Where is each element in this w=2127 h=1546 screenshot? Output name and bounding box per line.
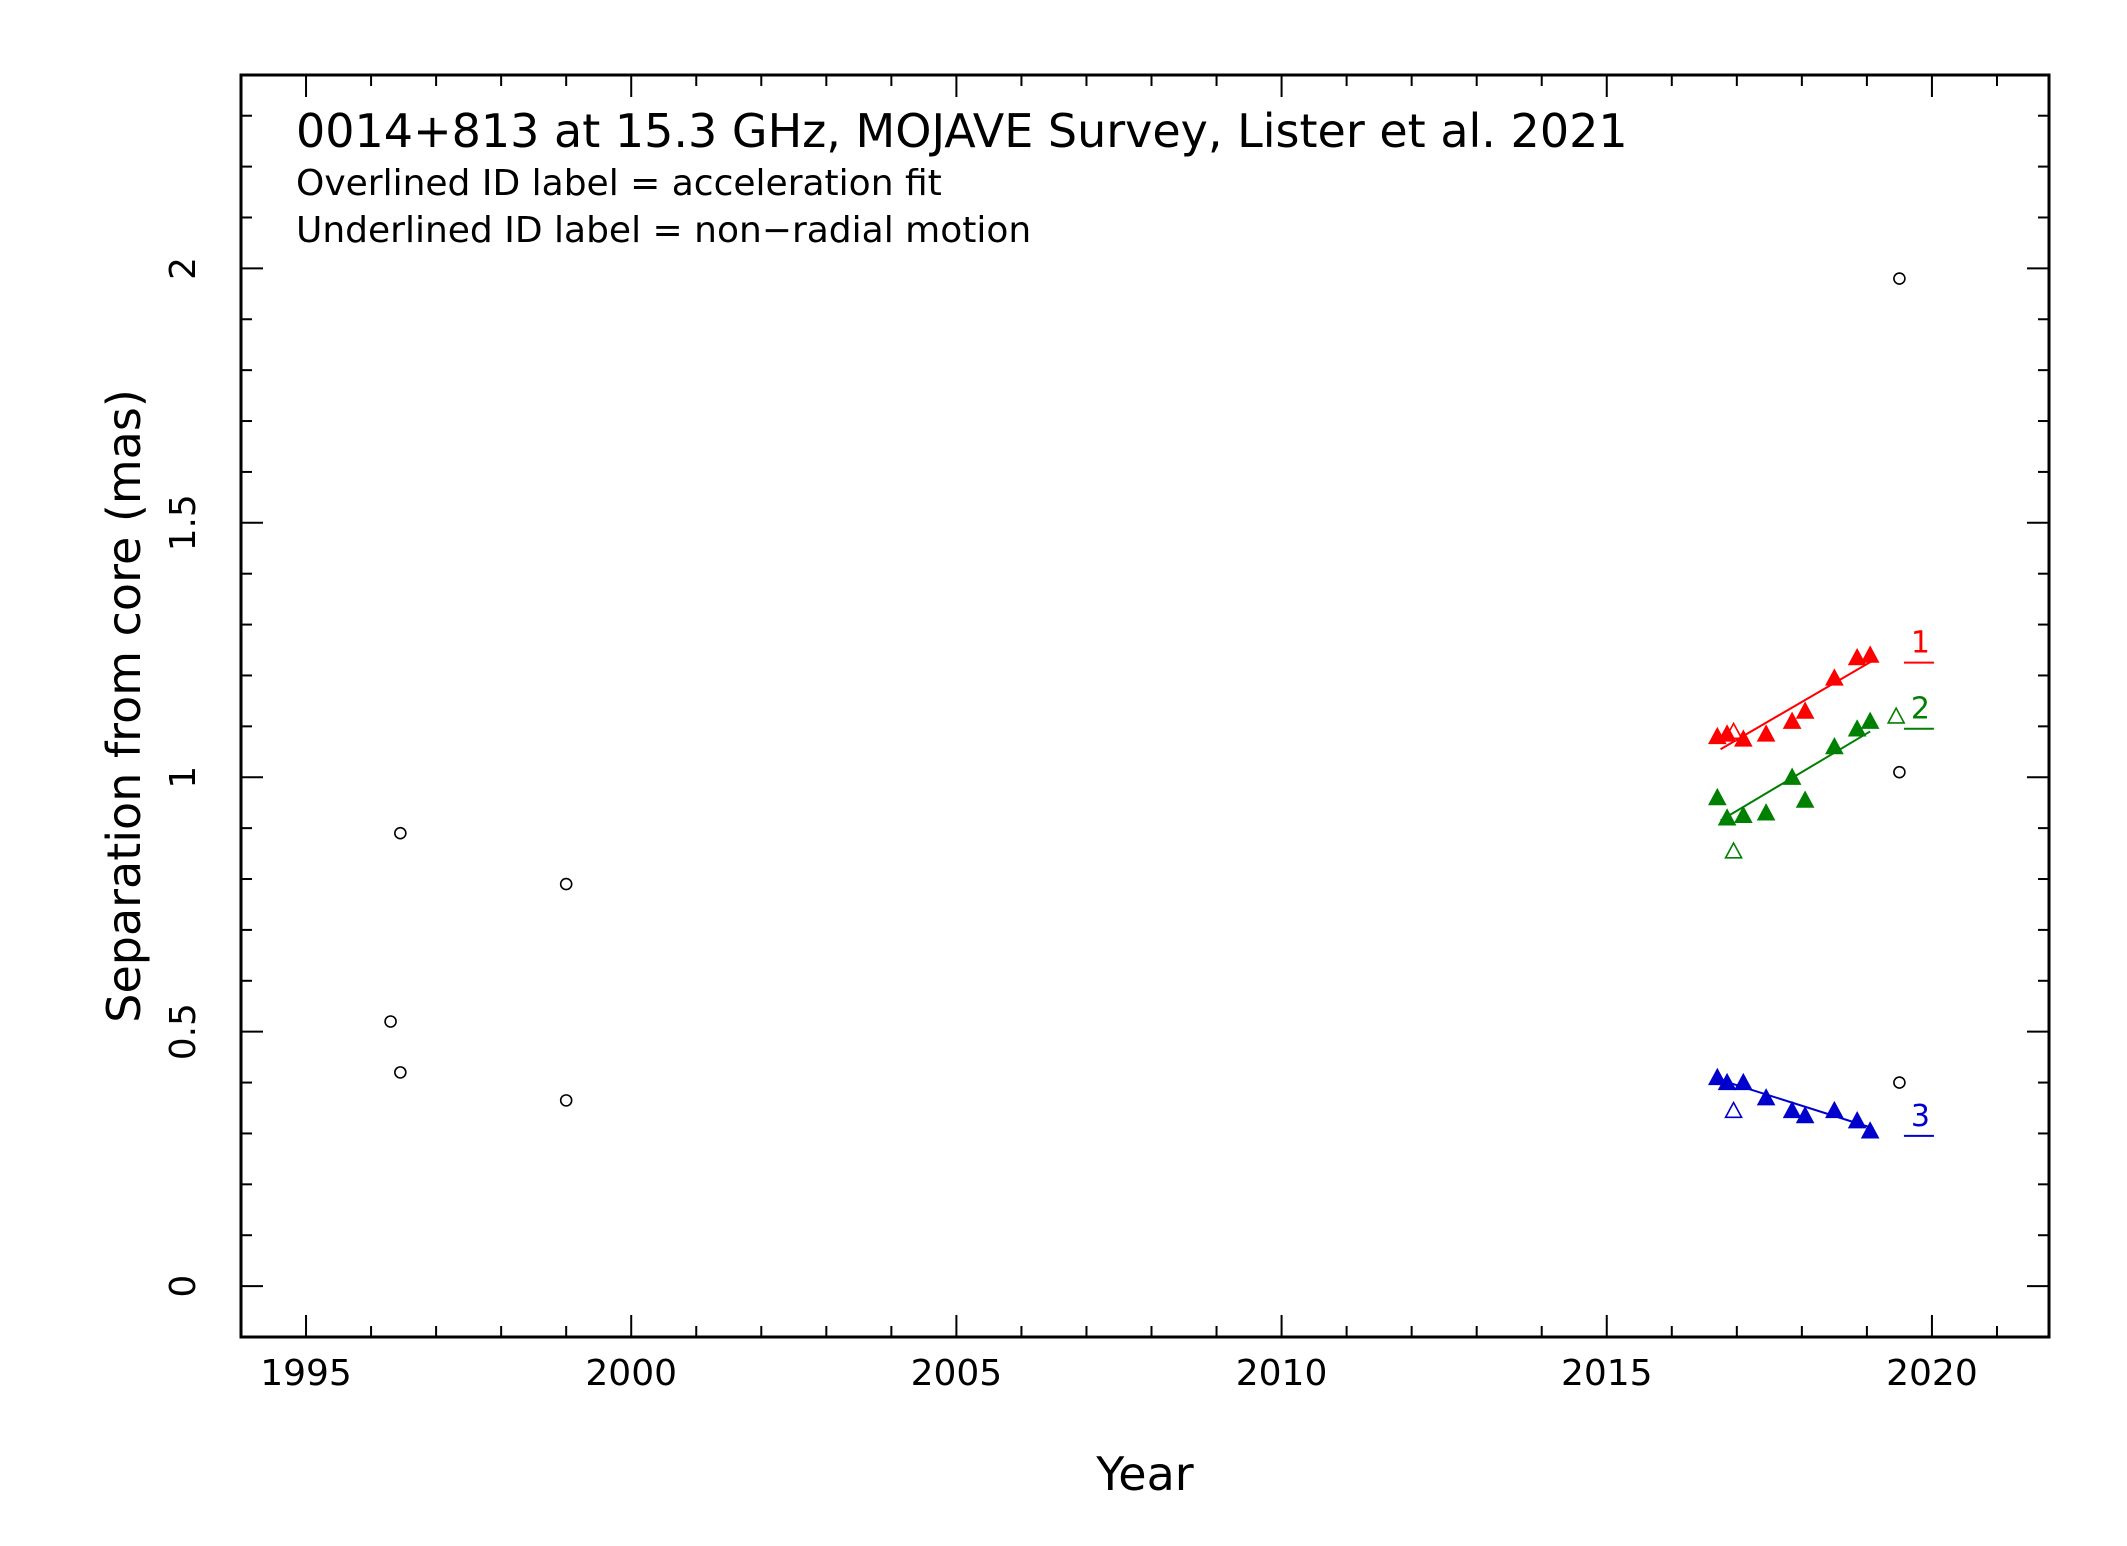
unassigned-point: [394, 826, 407, 840]
y-axis-label: Separation from core (mas): [97, 389, 151, 1023]
data-points: [384, 272, 1906, 1139]
component-2-open-point: [1886, 706, 1906, 724]
component-3-point: [1795, 1105, 1815, 1124]
y-tick-label: 1: [163, 766, 204, 789]
unassigned-point: [1893, 765, 1906, 779]
unassigned-point: [1893, 272, 1906, 285]
x-tick-label: 1995: [260, 1353, 352, 1394]
x-tick-label: 2020: [1886, 1353, 1978, 1394]
unassigned-point: [1893, 1076, 1906, 1089]
unassigned-point: [394, 1066, 407, 1079]
unassigned-point: [384, 1015, 397, 1028]
y-tick-label: 2: [163, 257, 204, 280]
y-tick-label: 0.5: [163, 1003, 204, 1060]
component-3-point: [1717, 1072, 1737, 1091]
component-1-point: [1825, 668, 1844, 686]
component-3-point: [1782, 1100, 1802, 1119]
component-2-point: [1756, 803, 1776, 821]
x-tick-label: 2015: [1561, 1353, 1653, 1394]
component-2-point: [1717, 808, 1737, 826]
component-1-point: [1847, 647, 1867, 666]
note-acceleration: Overlined ID label = acceleration fit: [296, 163, 942, 204]
component-1-open-point: [1724, 721, 1743, 740]
x-tick-label: 2010: [1236, 1353, 1328, 1394]
ticks-layer: 1995 2000 2005 2010 2015 2020 0 0.5 1 1.5 2: [163, 75, 2049, 1394]
component-2-point: [1860, 711, 1880, 729]
component-1-point: [1717, 724, 1737, 742]
component-2-point: [1733, 805, 1753, 824]
component-2-open-point: [1724, 841, 1743, 859]
component-3-point: [1733, 1072, 1753, 1091]
component-3-point: [1825, 1100, 1844, 1119]
component-1-point: [1782, 711, 1802, 729]
note-non-radial: Underlined ID label = non−radial motion: [296, 210, 1031, 251]
component-label-3: 3: [1911, 1099, 1930, 1134]
x-tick-label: 2005: [911, 1353, 1003, 1394]
y-tick-label: 1.5: [163, 494, 204, 551]
unassigned-point: [559, 877, 573, 891]
component-3-point: [1756, 1088, 1776, 1106]
component-2-point: [1782, 767, 1802, 785]
x-tick-label: 2000: [585, 1353, 677, 1394]
component-3-point: [1847, 1111, 1867, 1129]
component-3-open-point: [1724, 1100, 1743, 1119]
component-label-1: 1: [1911, 626, 1930, 661]
unassigned-point: [559, 1094, 573, 1107]
component-label-2: 2: [1911, 692, 1930, 727]
component-2-point: [1707, 787, 1727, 806]
component-2-point: [1825, 737, 1844, 755]
y-tick-label: 0: [163, 1275, 204, 1298]
plot-frame: [239, 73, 2051, 1339]
component-1-point: [1860, 645, 1880, 663]
component-2-point: [1795, 790, 1815, 808]
component-labels: 1 2 3: [1903, 626, 1934, 1137]
component-1-point: [1756, 724, 1776, 742]
component-1-point: [1795, 701, 1815, 719]
x-axis-label: Year: [1095, 1447, 1193, 1501]
component-3-point: [1707, 1067, 1727, 1086]
component-3-point: [1860, 1121, 1880, 1139]
chart-title: 0014+813 at 15.3 GHz, MOJAVE Survey, Lis…: [296, 104, 1628, 158]
